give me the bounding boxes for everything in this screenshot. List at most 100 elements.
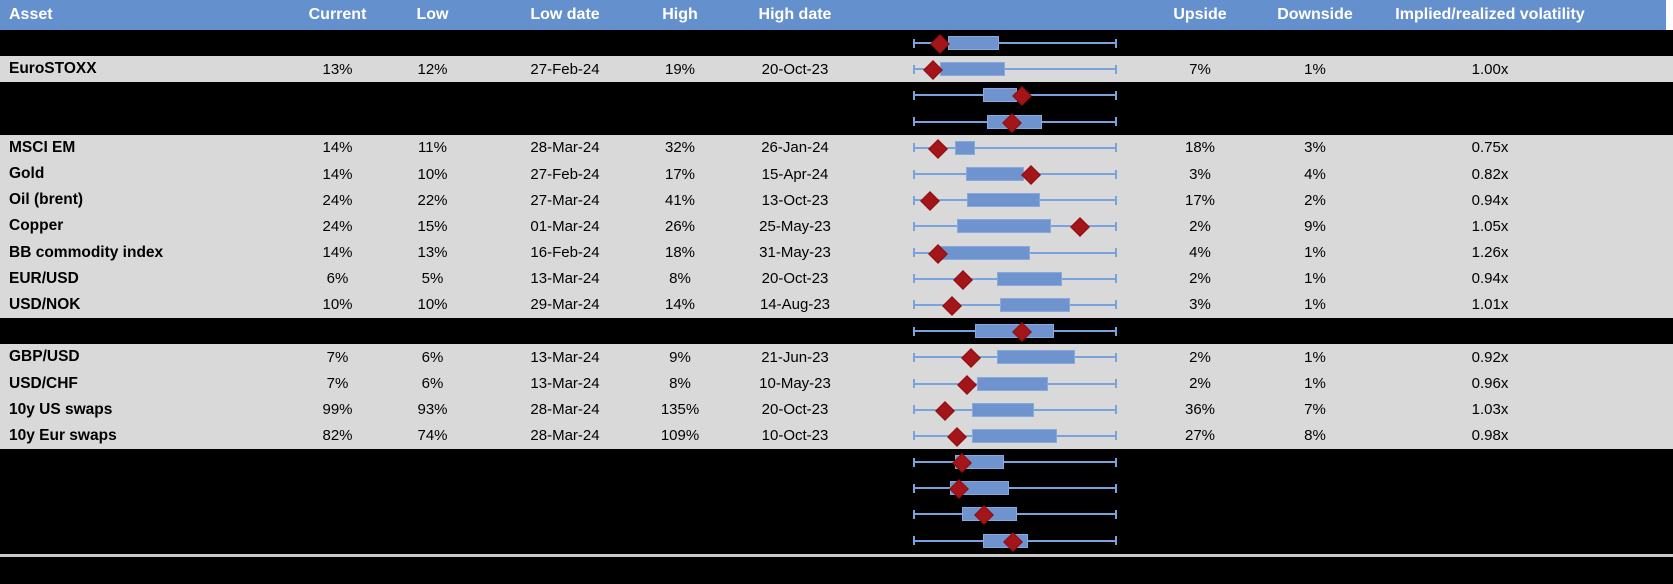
asset-cell[interactable]: 10y US swaps bbox=[9, 400, 113, 418]
current-cell[interactable]: 24% bbox=[322, 191, 353, 209]
current-cell[interactable]: 14% bbox=[322, 244, 353, 262]
implied-realized-cell[interactable]: 0.75x bbox=[1471, 139, 1509, 157]
upside-cell[interactable]: 18% bbox=[1184, 139, 1216, 157]
low-date-cell[interactable]: 28-Mar-24 bbox=[530, 427, 600, 445]
header-low-date[interactable]: Low date bbox=[530, 6, 600, 23]
downside-cell[interactable]: 1% bbox=[1304, 348, 1326, 366]
implied-realized-cell[interactable]: 1.03x bbox=[1471, 401, 1509, 419]
upside-cell[interactable]: 3% bbox=[1189, 296, 1211, 314]
implied-realized-cell[interactable]: 0.82x bbox=[1471, 165, 1509, 183]
current-cell[interactable]: 6% bbox=[326, 270, 349, 288]
upside-cell[interactable]: 36% bbox=[1184, 401, 1216, 419]
current-cell[interactable]: 99% bbox=[322, 401, 353, 419]
high-cell[interactable]: 32% bbox=[664, 139, 696, 157]
low-cell[interactable]: 5% bbox=[421, 270, 444, 288]
high-cell[interactable]: 109% bbox=[660, 427, 700, 445]
header-low[interactable]: Low bbox=[416, 6, 449, 23]
low-cell[interactable]: 93% bbox=[417, 401, 448, 419]
low-cell[interactable]: 6% bbox=[421, 348, 444, 366]
high-date-cell[interactable]: 20-Oct-23 bbox=[761, 401, 829, 419]
asset-cell[interactable]: EuroSTOXX bbox=[9, 60, 97, 78]
downside-cell[interactable]: 7% bbox=[1304, 401, 1326, 419]
downside-cell[interactable]: 4% bbox=[1304, 165, 1326, 183]
high-date-cell[interactable]: 10-May-23 bbox=[759, 375, 831, 393]
implied-realized-cell[interactable]: 0.94x bbox=[1471, 270, 1509, 288]
high-cell[interactable]: 8% bbox=[669, 375, 691, 393]
implied-realized-cell[interactable]: 1.26x bbox=[1471, 244, 1509, 262]
downside-cell[interactable]: 9% bbox=[1304, 217, 1326, 235]
low-date-cell[interactable]: 27-Feb-24 bbox=[530, 60, 600, 78]
header-upside[interactable]: Upside bbox=[1173, 6, 1227, 23]
implied-realized-cell[interactable]: 0.96x bbox=[1471, 375, 1509, 393]
high-date-cell[interactable]: 10-Oct-23 bbox=[761, 427, 829, 445]
high-date-cell[interactable]: 20-Oct-23 bbox=[761, 60, 829, 78]
low-cell[interactable]: 6% bbox=[421, 375, 444, 393]
high-date-cell[interactable]: 14-Aug-23 bbox=[759, 296, 831, 314]
low-cell[interactable]: 15% bbox=[417, 217, 448, 235]
asset-cell[interactable]: GBP/USD bbox=[9, 348, 80, 366]
downside-cell[interactable]: 1% bbox=[1304, 270, 1326, 288]
low-date-cell[interactable]: 13-Mar-24 bbox=[530, 375, 600, 393]
current-cell[interactable]: 24% bbox=[322, 217, 353, 235]
downside-cell[interactable]: 1% bbox=[1304, 296, 1326, 314]
high-cell[interactable]: 41% bbox=[664, 191, 696, 209]
downside-cell[interactable]: 1% bbox=[1304, 375, 1326, 393]
high-date-cell[interactable]: 26-Jan-24 bbox=[761, 139, 829, 157]
header-high[interactable]: High bbox=[662, 6, 698, 23]
asset-cell[interactable]: USD/CHF bbox=[9, 374, 78, 392]
implied-realized-cell[interactable]: 1.00x bbox=[1471, 60, 1509, 78]
current-cell[interactable]: 7% bbox=[326, 348, 349, 366]
low-date-cell[interactable]: 28-Mar-24 bbox=[530, 401, 600, 419]
low-date-cell[interactable]: 13-Mar-24 bbox=[530, 348, 600, 366]
low-date-cell[interactable]: 01-Mar-24 bbox=[530, 217, 600, 235]
low-cell[interactable]: 74% bbox=[417, 427, 448, 445]
high-cell[interactable]: 17% bbox=[664, 165, 696, 183]
high-cell[interactable]: 8% bbox=[669, 270, 691, 288]
upside-cell[interactable]: 4% bbox=[1189, 244, 1211, 262]
high-cell[interactable]: 135% bbox=[660, 401, 700, 419]
upside-cell[interactable]: 3% bbox=[1189, 165, 1211, 183]
downside-cell[interactable]: 2% bbox=[1304, 191, 1326, 209]
asset-cell[interactable]: MSCI EM bbox=[9, 138, 76, 156]
header-current[interactable]: Current bbox=[308, 6, 367, 23]
upside-cell[interactable]: 2% bbox=[1189, 375, 1211, 393]
low-date-cell[interactable]: 27-Mar-24 bbox=[530, 191, 600, 209]
high-cell[interactable]: 14% bbox=[664, 296, 696, 314]
header-downside[interactable]: Downside bbox=[1277, 6, 1353, 23]
upside-cell[interactable]: 27% bbox=[1184, 427, 1216, 445]
current-cell[interactable]: 7% bbox=[326, 375, 349, 393]
low-cell[interactable]: 12% bbox=[417, 60, 448, 78]
low-date-cell[interactable]: 29-Mar-24 bbox=[530, 296, 600, 314]
high-date-cell[interactable]: 31-May-23 bbox=[759, 244, 831, 262]
implied-realized-cell[interactable]: 1.01x bbox=[1471, 296, 1509, 314]
low-date-cell[interactable]: 16-Feb-24 bbox=[530, 244, 600, 262]
low-cell[interactable]: 22% bbox=[417, 191, 448, 209]
high-cell[interactable]: 18% bbox=[664, 244, 696, 262]
header-asset[interactable]: Asset bbox=[9, 6, 53, 23]
downside-cell[interactable]: 1% bbox=[1304, 244, 1326, 262]
header-high-date[interactable]: High date bbox=[758, 6, 832, 23]
asset-cell[interactable]: BB commodity index bbox=[9, 243, 164, 261]
low-date-cell[interactable]: 13-Mar-24 bbox=[530, 270, 600, 288]
low-cell[interactable]: 10% bbox=[417, 165, 448, 183]
asset-cell[interactable]: USD/NOK bbox=[9, 295, 81, 313]
low-date-cell[interactable]: 28-Mar-24 bbox=[530, 139, 600, 157]
current-cell[interactable]: 13% bbox=[322, 60, 353, 78]
downside-cell[interactable]: 1% bbox=[1304, 60, 1326, 78]
high-date-cell[interactable]: 21-Jun-23 bbox=[761, 348, 829, 366]
upside-cell[interactable]: 7% bbox=[1189, 60, 1211, 78]
low-cell[interactable]: 13% bbox=[417, 244, 448, 262]
current-cell[interactable]: 10% bbox=[322, 296, 353, 314]
asset-cell[interactable]: Oil (brent) bbox=[9, 191, 84, 209]
low-cell[interactable]: 10% bbox=[417, 296, 448, 314]
asset-cell[interactable]: EUR/USD bbox=[9, 269, 79, 287]
implied-realized-cell[interactable]: 0.92x bbox=[1471, 348, 1509, 366]
upside-cell[interactable]: 2% bbox=[1189, 217, 1211, 235]
upside-cell[interactable]: 2% bbox=[1189, 270, 1211, 288]
asset-cell[interactable]: 10y Eur swaps bbox=[9, 426, 117, 444]
asset-cell[interactable]: Copper bbox=[9, 217, 64, 235]
high-date-cell[interactable]: 15-Apr-24 bbox=[761, 165, 829, 183]
high-cell[interactable]: 9% bbox=[669, 348, 691, 366]
high-date-cell[interactable]: 20-Oct-23 bbox=[761, 270, 829, 288]
current-cell[interactable]: 82% bbox=[322, 427, 353, 445]
